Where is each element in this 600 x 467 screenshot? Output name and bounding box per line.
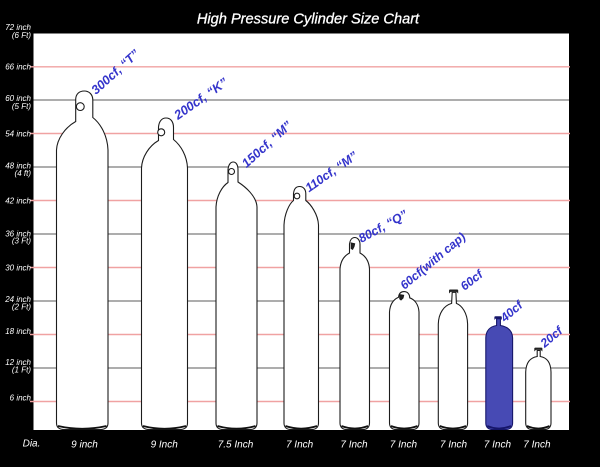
svg-text:36 inch: 36 inch <box>5 230 31 239</box>
svg-text:7 Inch: 7 Inch <box>390 439 418 450</box>
svg-text:9 inch: 9 inch <box>71 439 98 450</box>
svg-text:54 inch: 54 inch <box>5 130 31 139</box>
svg-text:12 inch: 12 inch <box>5 358 31 367</box>
svg-text:6 inch: 6 inch <box>10 394 32 403</box>
svg-text:(6 Ft): (6 Ft) <box>12 31 31 40</box>
svg-text:7.5 Inch: 7.5 Inch <box>218 439 254 450</box>
svg-text:66 inch: 66 inch <box>5 63 31 72</box>
svg-text:High Pressure Cylinder Size Ch: High Pressure Cylinder Size Chart <box>197 12 420 28</box>
svg-text:18 inch: 18 inch <box>5 327 31 336</box>
svg-text:Dia.: Dia. <box>23 439 41 450</box>
svg-text:7 Inch: 7 Inch <box>484 439 512 450</box>
svg-text:(4 ft): (4 ft) <box>15 169 32 178</box>
svg-text:42 inch: 42 inch <box>5 197 31 206</box>
svg-text:30 inch: 30 inch <box>5 264 31 273</box>
svg-text:(5 Ft): (5 Ft) <box>12 102 31 111</box>
svg-text:(3 Ft): (3 Ft) <box>12 237 31 246</box>
svg-text:9 Inch: 9 Inch <box>151 439 179 450</box>
svg-text:7 Inch: 7 Inch <box>440 439 468 450</box>
svg-text:7 Inch: 7 Inch <box>340 439 368 450</box>
svg-text:7 Inch: 7 Inch <box>286 439 314 450</box>
svg-text:60 inch: 60 inch <box>5 94 31 103</box>
svg-text:72 inch: 72 inch <box>5 23 31 32</box>
svg-text:24 inch: 24 inch <box>4 295 31 304</box>
svg-text:48 inch: 48 inch <box>5 162 31 171</box>
svg-text:7 Inch: 7 Inch <box>523 439 551 450</box>
svg-text:(1 Ft): (1 Ft) <box>12 366 31 375</box>
svg-text:(2 Ft): (2 Ft) <box>12 303 31 312</box>
